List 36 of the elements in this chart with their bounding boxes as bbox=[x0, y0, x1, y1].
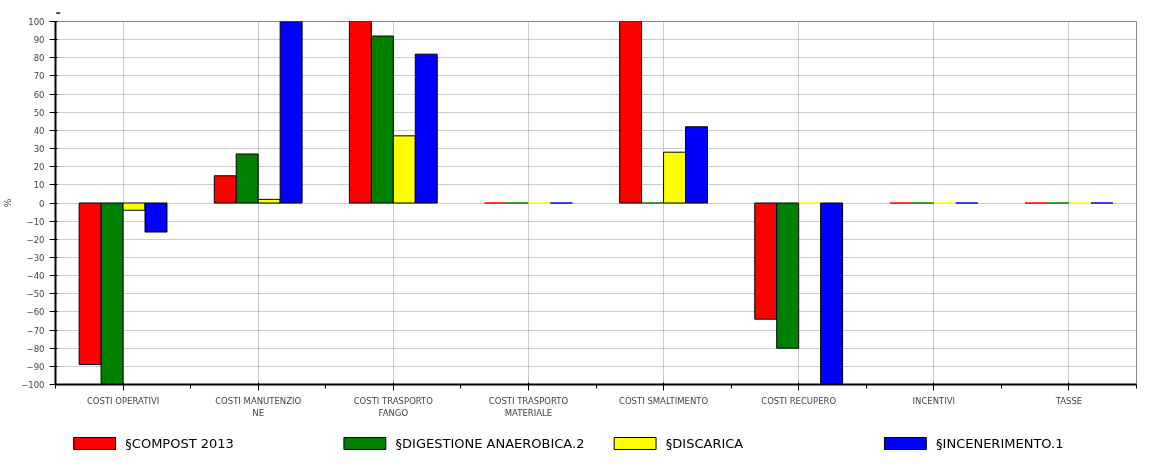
bar bbox=[619, 21, 643, 204]
y-tick-label: 10 bbox=[33, 180, 45, 191]
legend-label: §INCENERIMENTO.1 bbox=[936, 436, 1064, 451]
y-tick-label: 30 bbox=[33, 144, 45, 155]
y-tick-label: 20 bbox=[33, 162, 45, 173]
legend-label: §COMPOST 2013 bbox=[125, 436, 234, 451]
x-tick-label: COSTI SMALTIMENTO bbox=[618, 395, 709, 406]
chart-title: - bbox=[55, 4, 61, 20]
legend-label: §DISCARICA bbox=[665, 436, 744, 451]
x-tick-label: COSTI MANUTENZIO NE bbox=[215, 395, 302, 418]
y-tick-label: 70 bbox=[33, 71, 45, 82]
x-tick-label: INCENTIVI bbox=[912, 395, 956, 406]
y-tick-label: −50 bbox=[26, 289, 45, 300]
y-tick-label: −100 bbox=[21, 380, 45, 390]
y-tick-label: 90 bbox=[33, 35, 45, 46]
y-tick-label: 0 bbox=[39, 198, 45, 209]
legend-label: §DIGESTIONE ANAEROBICA.2 bbox=[395, 436, 585, 451]
y-tick-label: −70 bbox=[26, 325, 45, 336]
x-tick-label: COSTI OPERATIVI bbox=[86, 395, 160, 406]
y-tick-label: −30 bbox=[26, 252, 45, 263]
y-tick-label: −90 bbox=[26, 361, 45, 372]
x-tick-label: COSTI TRASPORTO FANGO bbox=[353, 395, 434, 418]
x-tick-label: COSTI RECUPERO bbox=[761, 395, 837, 406]
x-tick-label: COSTI TRASPORTO MATERIALE bbox=[488, 395, 569, 418]
y-tick-label: 100 bbox=[28, 17, 45, 27]
y-tick-label: −40 bbox=[26, 271, 45, 282]
y-tick-label: −60 bbox=[26, 307, 45, 318]
y-tick-label: 40 bbox=[33, 125, 45, 136]
y-axis-title: % bbox=[3, 198, 14, 208]
y-tick-label: 50 bbox=[33, 107, 45, 118]
y-tick-label: 80 bbox=[33, 53, 45, 64]
y-tick-label: −10 bbox=[26, 216, 45, 227]
y-tick-label: −80 bbox=[26, 343, 45, 354]
y-tick-label: −20 bbox=[26, 234, 45, 245]
x-tick-label: TASSE bbox=[1054, 395, 1083, 406]
y-tick-label: 60 bbox=[33, 89, 45, 100]
